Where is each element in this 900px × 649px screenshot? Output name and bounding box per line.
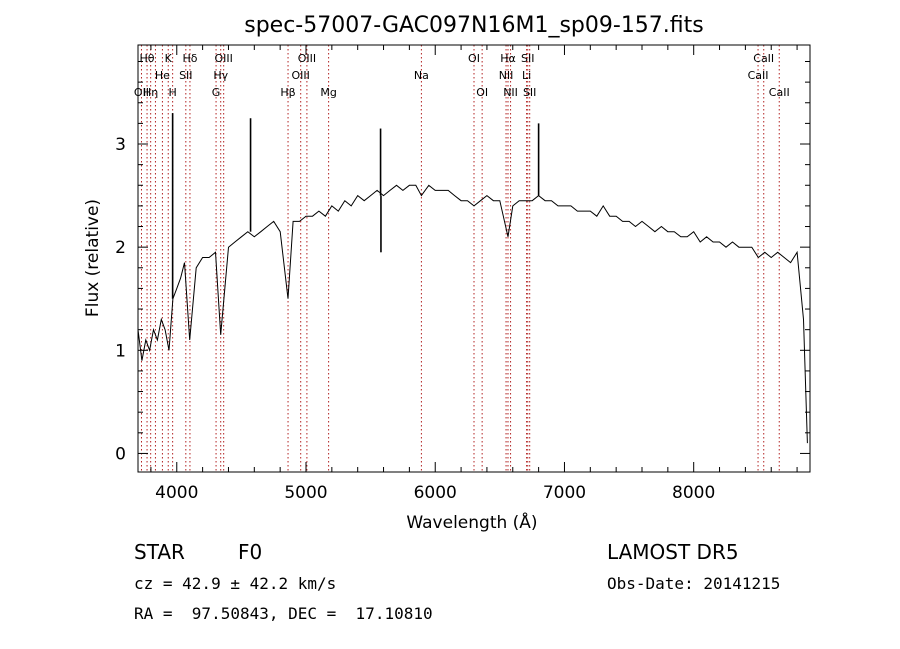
- line-label-7: SII: [179, 69, 192, 82]
- spectrum-line: [137, 184, 808, 444]
- line-label-27: CaII: [769, 86, 790, 99]
- line-label-12: Hβ: [280, 86, 295, 99]
- x-tick-label-2: 6000: [414, 483, 457, 503]
- line-label-5: K: [165, 52, 173, 65]
- line-label-17: OI: [468, 52, 480, 65]
- line-labels: OIIHθHηHeKHSIIHδGHγOIIIHβOIIIOIIIMgNaOIO…: [134, 52, 790, 99]
- line-label-8: Hδ: [182, 52, 197, 65]
- line-label-19: NII: [499, 69, 514, 82]
- y-tick-label-3: 3: [115, 135, 126, 155]
- line-label-26: CaII: [753, 52, 774, 65]
- line-label-2: Hη: [143, 86, 158, 99]
- x-axis-label: Wavelength (Å): [406, 511, 537, 533]
- line-label-23: Li: [522, 69, 531, 82]
- line-label-11: OIII: [214, 52, 232, 65]
- line-label-16: Na: [414, 69, 429, 82]
- line-label-15: Mg: [320, 86, 336, 99]
- line-label-14: OIII: [298, 52, 316, 65]
- line-label-24: SII: [523, 86, 536, 99]
- y-tick-label-0: 0: [115, 444, 126, 464]
- x-tick-label-0: 4000: [155, 483, 198, 503]
- line-label-6: H: [168, 86, 176, 99]
- y-tick-label-1: 1: [115, 341, 126, 361]
- plot-frame: [137, 44, 811, 473]
- line-label-20: Hα: [500, 52, 516, 65]
- y-tick-label-2: 2: [115, 238, 126, 258]
- x-tick-label-3: 7000: [543, 483, 586, 503]
- y-axis: 0 1 2 3: [115, 61, 810, 464]
- cz-label: cz = 42.9 ± 42.2 km/s: [134, 574, 337, 593]
- class-label: STAR: [134, 540, 185, 564]
- coords-label: RA = 97.50843, DEC = 17.10810: [134, 604, 433, 623]
- line-label-22: SII: [521, 52, 534, 65]
- x-tick-label-4: 8000: [672, 483, 715, 503]
- subclass-label: F0: [238, 540, 263, 564]
- line-label-1: Hθ: [140, 52, 155, 65]
- survey-label: LAMOST DR5: [607, 540, 739, 564]
- line-label-9: G: [212, 86, 221, 99]
- chart-title: spec-57007-GAC097N16M1_sp09-157.fits: [244, 13, 704, 38]
- line-markers: [140, 45, 780, 472]
- line-label-10: Hγ: [213, 69, 228, 82]
- x-axis: 4000 5000 6000 7000 8000: [150, 45, 798, 503]
- y-axis-label: Flux (relative): [83, 199, 103, 317]
- line-label-4: He: [155, 69, 170, 82]
- spectrum-spikes: [171, 113, 540, 299]
- line-label-21: NII: [503, 86, 518, 99]
- line-label-18: OI: [476, 86, 488, 99]
- obs-date-label: Obs-Date: 20141215: [607, 574, 781, 593]
- x-tick-label-1: 5000: [284, 483, 327, 503]
- line-label-13: OIII: [292, 69, 310, 82]
- line-label-25: CaII: [748, 69, 769, 82]
